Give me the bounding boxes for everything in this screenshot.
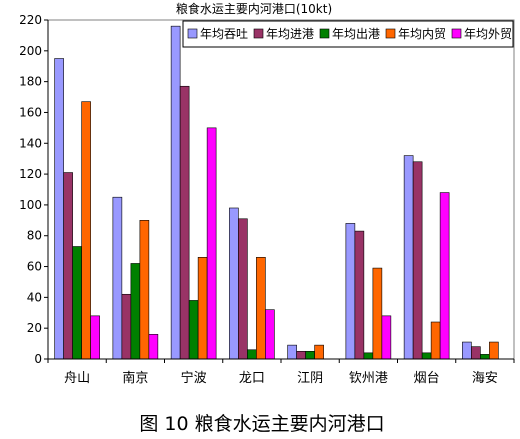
x-axis: 舟山 南京 宁波 龙口 江阴 钦州港 烟台 海安: [47, 358, 515, 386]
y-tick-label: 60: [27, 260, 42, 274]
y-tick-label: 200: [19, 44, 42, 58]
chart-title: 粮食水运主要内河港口(10kt): [176, 1, 332, 16]
bar-3-5: [305, 350, 315, 360]
x-tick-label: 南京: [122, 370, 148, 386]
y-tick-label: 0: [34, 352, 42, 366]
bar-1-3: [170, 25, 181, 360]
bar-2-5: [296, 350, 306, 360]
y-tick-label: 160: [19, 105, 42, 119]
y-tick-label: 140: [19, 136, 42, 150]
legend-swatch: [187, 28, 198, 39]
legend-label: 年均外贸: [464, 27, 512, 41]
bar-2-6: [354, 230, 365, 360]
bar-1-2: [112, 196, 123, 360]
bar-1-1: [54, 58, 64, 360]
bar-5-2: [148, 334, 159, 360]
bar-1-5: [287, 344, 297, 360]
y-tick-label: 100: [19, 198, 42, 212]
x-tick-label: 龙口: [239, 371, 265, 386]
bar-2-4: [238, 218, 248, 360]
figure-caption: 图 10 粮食水运主要内河港口: [139, 413, 384, 435]
y-tick-label: 180: [19, 75, 42, 89]
bar-3-7: [421, 352, 432, 360]
bar-4-2: [139, 220, 150, 360]
bar-3-3: [188, 300, 199, 360]
x-tick-label: 海安: [472, 371, 498, 386]
bar-5-4: [265, 309, 275, 360]
y-tick-label: 120: [19, 167, 42, 181]
bar-3-6: [363, 352, 374, 360]
x-tick-label: 宁波: [181, 370, 207, 386]
y-tick-label: 20: [27, 321, 42, 335]
bar-1-7: [403, 155, 414, 360]
bar-2-3: [179, 85, 190, 360]
legend-label: 年均进港: [266, 27, 314, 41]
bar-5-7: [439, 192, 450, 360]
legend-swatch: [385, 28, 396, 39]
legend-label: 年均吞吐: [200, 27, 248, 41]
legend-swatch: [253, 28, 264, 39]
bar-2-1: [63, 172, 73, 360]
x-tick-label: 钦州港: [349, 371, 388, 386]
bar-3-4: [247, 349, 257, 360]
bar-1-8: [462, 341, 472, 360]
bar-4-5: [314, 344, 324, 360]
bar-3-8: [480, 354, 490, 360]
bar-1-6: [345, 223, 356, 360]
bar-5-6: [381, 315, 392, 360]
bars: [54, 25, 499, 360]
bar-4-3: [197, 256, 208, 360]
bar-2-8: [471, 346, 481, 360]
bar-4-8: [489, 341, 499, 360]
y-tick-label: 80: [27, 229, 42, 243]
bar-2-2: [121, 293, 132, 360]
bar-4-7: [430, 321, 441, 360]
legend-swatch: [319, 28, 330, 39]
bar-3-1: [72, 246, 82, 360]
bar-5-1: [90, 315, 100, 360]
bar-5-3: [206, 127, 217, 360]
legend: 年均吞吐 年均进港 年均出港 年均内贸 年均外贸: [182, 20, 514, 48]
legend-label: 年均出港: [332, 27, 380, 41]
bar-2-7: [412, 161, 423, 360]
legend-swatch: [451, 28, 462, 39]
bar-4-6: [372, 267, 383, 360]
x-tick-label: 江阴: [297, 371, 323, 386]
bar-1-4: [229, 207, 239, 360]
bar-4-4: [256, 256, 266, 360]
y-tick-label: 220: [19, 13, 42, 27]
x-tick-label: 烟台: [414, 371, 440, 386]
y-tick-label: 40: [27, 290, 42, 304]
bar-4-1: [81, 101, 91, 360]
y-axis: 0 20 40 60 80 100 120 140 160 180 200 220: [19, 13, 515, 366]
legend-label: 年均内贸: [398, 27, 446, 41]
x-tick-label: 舟山: [64, 371, 90, 386]
bar-3-2: [130, 263, 141, 360]
